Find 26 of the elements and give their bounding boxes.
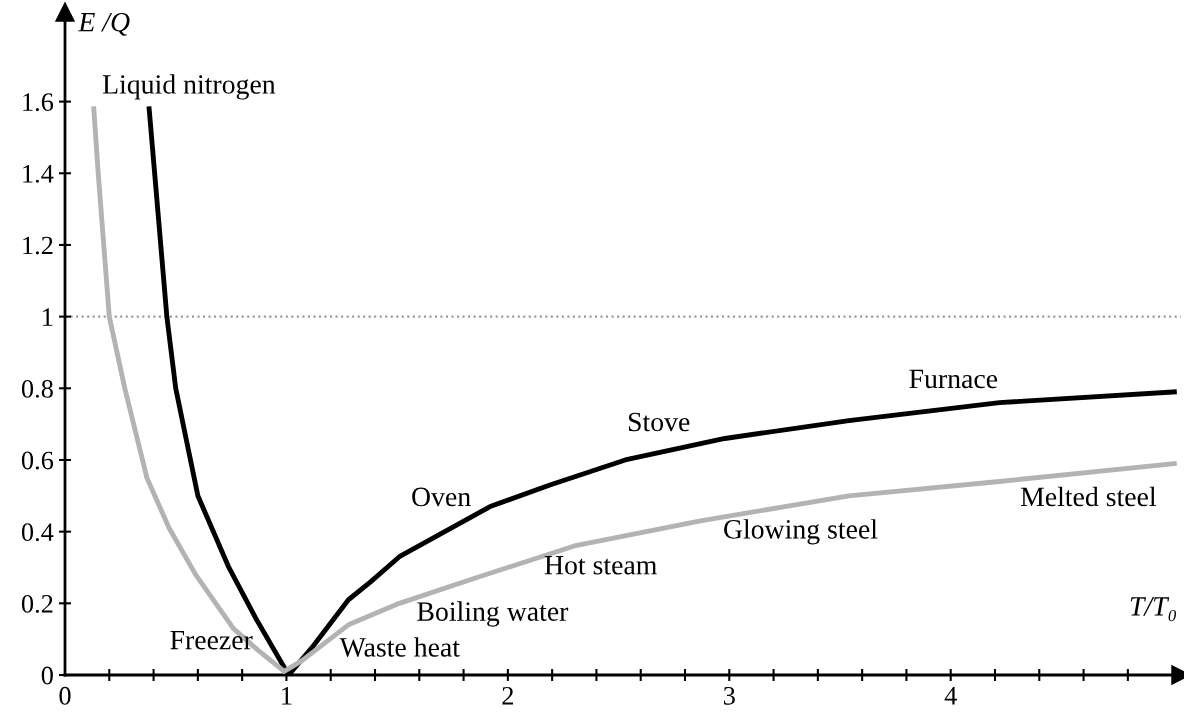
annotation: Melted steel: [1020, 486, 1157, 507]
annotation: Glowing steel: [724, 519, 878, 545]
annotation: Freezer: [170, 631, 253, 650]
annotation: Boiling water: [417, 601, 569, 627]
y-tick-label: 0.8: [21, 379, 53, 398]
annotation: Furnace: [909, 369, 998, 389]
x-tick-label: 4: [944, 687, 957, 705]
annotation: Liquid nitrogen: [102, 74, 276, 100]
x-tick-label: 3: [723, 686, 735, 705]
annotation: Hot steam: [544, 556, 657, 575]
y-axis-title: E /Q: [78, 12, 130, 36]
y-tick-label: 0.4: [21, 523, 54, 542]
x-tick-label: 1: [282, 687, 292, 705]
x-axis-title: T/T₀: [1130, 597, 1177, 622]
y-tick-label: 1.6: [23, 93, 54, 112]
y-tick-label: 1.2: [23, 236, 53, 255]
x-tick-label: 2: [502, 686, 513, 705]
y-tick-label: 0: [41, 666, 53, 685]
y-tick-label: 0.6: [21, 451, 54, 470]
annotation: Stove: [628, 412, 690, 432]
annotation: Waste heat: [339, 637, 460, 657]
x-tick-label: 0: [59, 686, 71, 705]
y-tick-label: 0.2: [21, 594, 53, 613]
annotation: Oven: [412, 487, 471, 507]
y-tick-label: 1.4: [23, 165, 54, 183]
y-tick-label: 1: [43, 308, 53, 326]
